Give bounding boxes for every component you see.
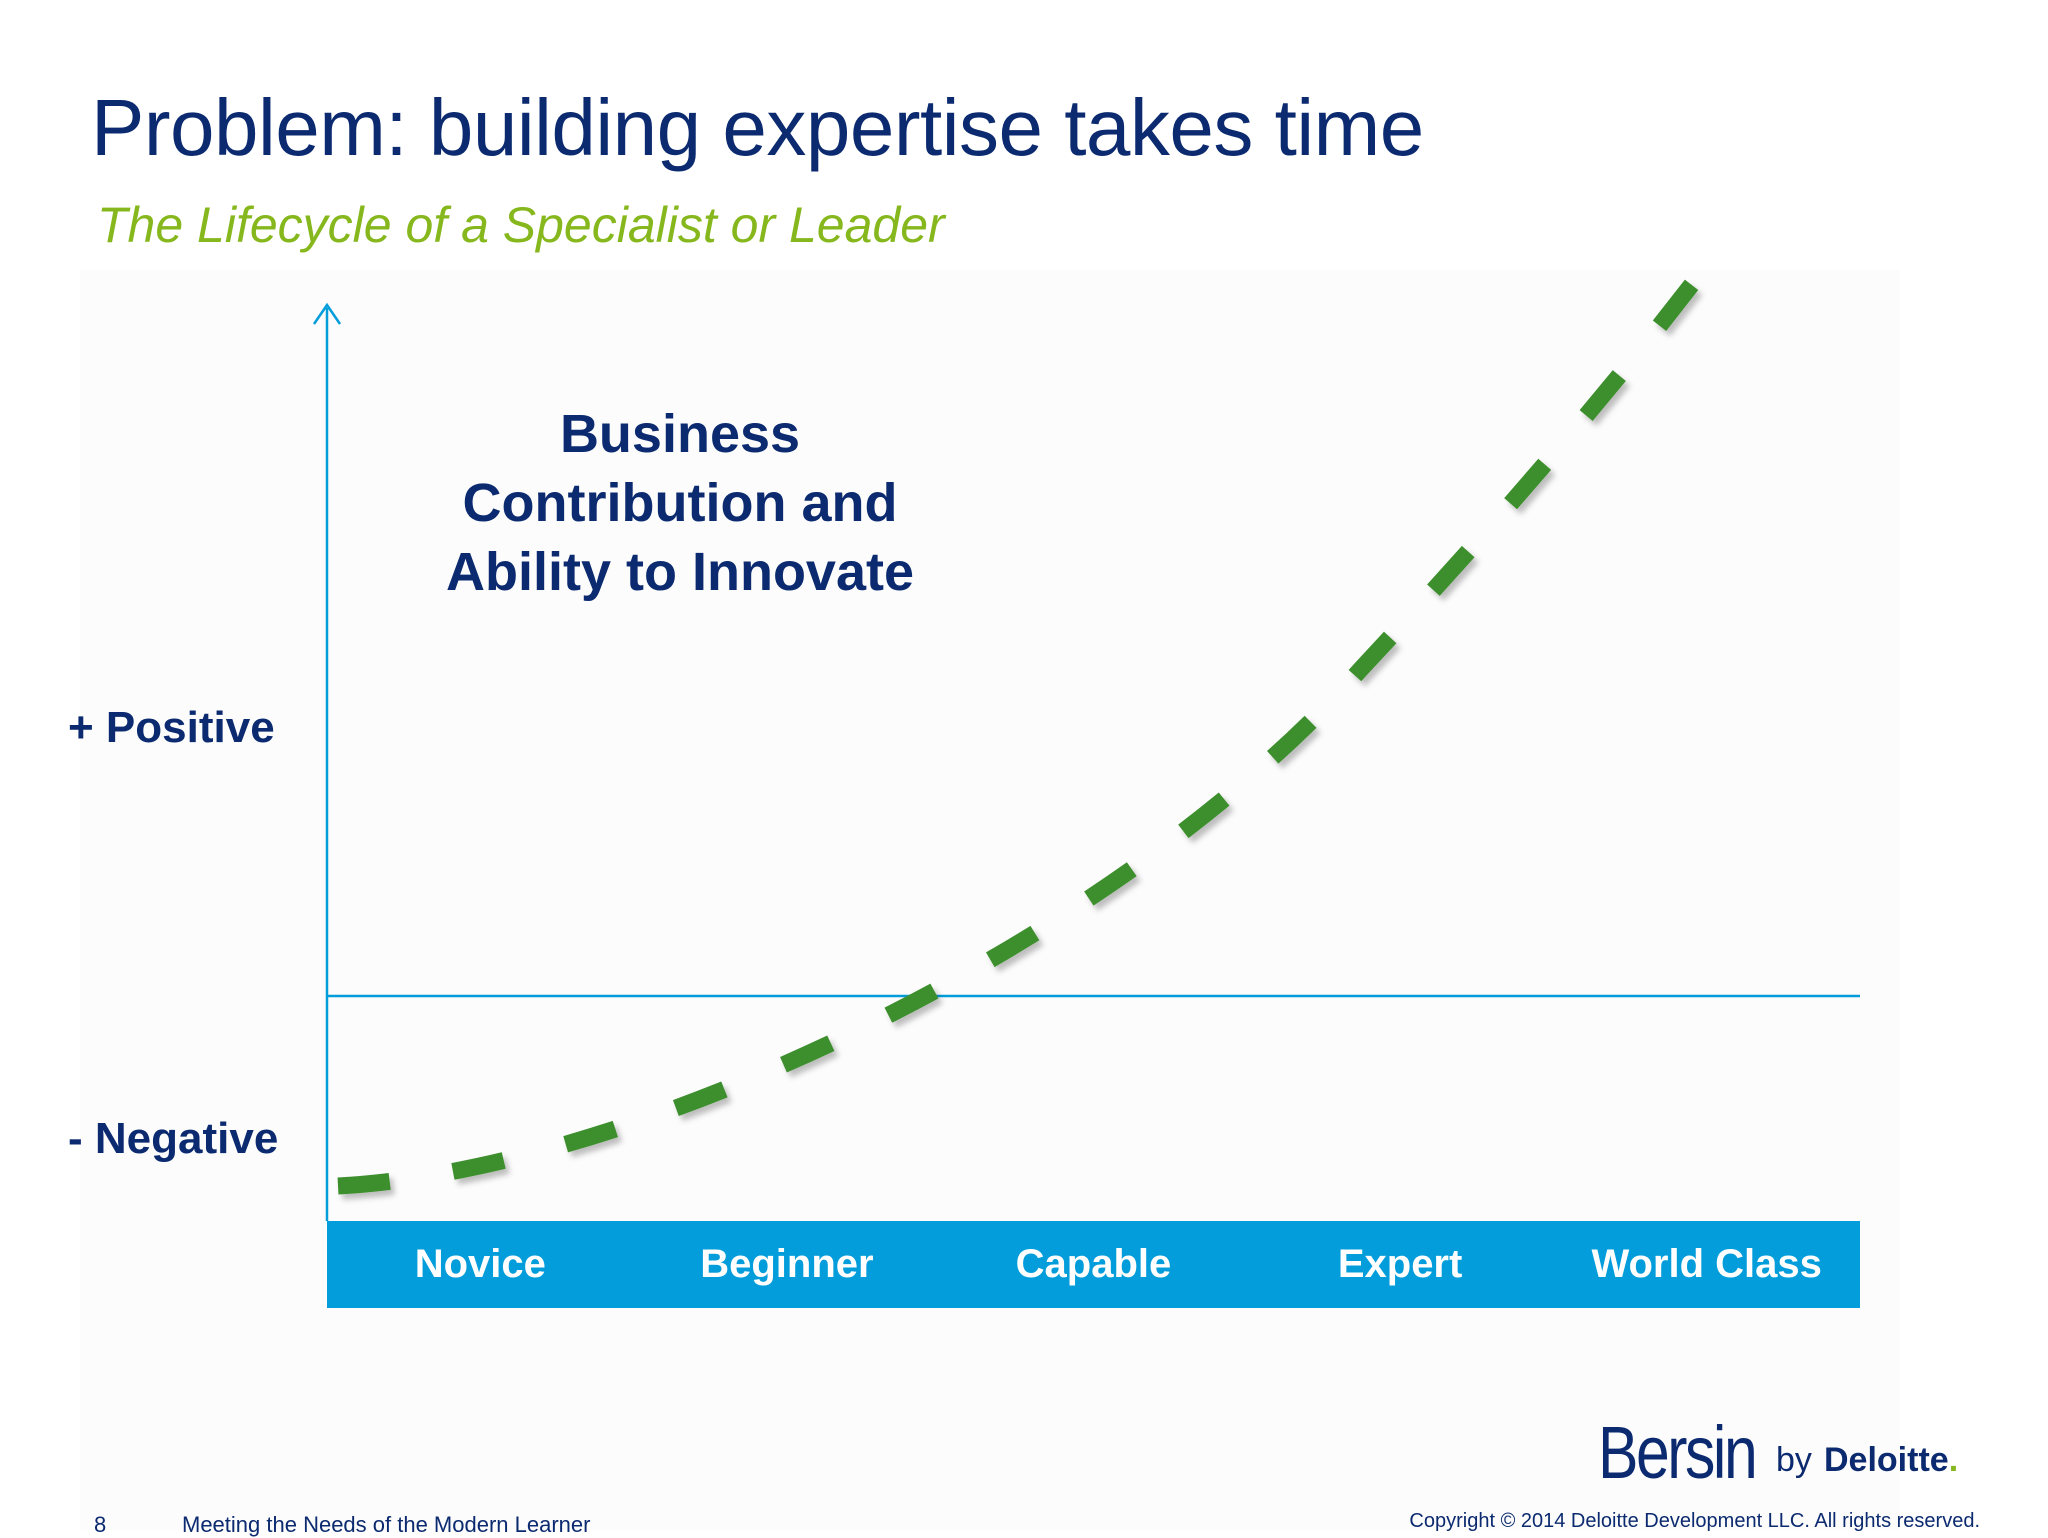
stage-capable: Capable bbox=[1015, 1242, 1172, 1286]
stage-novice: Novice bbox=[414, 1242, 546, 1286]
stage-expert: Expert bbox=[1337, 1242, 1463, 1286]
stage-bar: Novice Beginner Capable Expert World Cla… bbox=[327, 1221, 1860, 1308]
logo-by: by bbox=[1776, 1441, 1812, 1479]
y-label-positive: + Positive bbox=[68, 703, 275, 752]
chart-label-line: Contribution and bbox=[462, 473, 898, 533]
chart-label-line: Business bbox=[559, 404, 801, 464]
chart-background bbox=[80, 270, 1900, 1530]
y-axis-arrowhead bbox=[312, 302, 342, 325]
copyright: Copyright © 2014 Deloitte Development LL… bbox=[1409, 1510, 1980, 1532]
slide-title: Problem: building expertise takes time bbox=[91, 83, 1424, 172]
chart-label-line: Ability to Innovate bbox=[445, 542, 915, 602]
logo-bersin: Bersin bbox=[1598, 1411, 1758, 1494]
growth-curve bbox=[337, 252, 1719, 1195]
slide-subtitle: The Lifecycle of a Specialist or Leader bbox=[97, 197, 945, 253]
stage-world-class: World Class bbox=[1591, 1242, 1822, 1286]
logo-brand-text: Deloitte bbox=[1824, 1441, 1949, 1479]
chart-label: Business Contribution and Ability to Inn… bbox=[420, 400, 940, 607]
page-number: 8 bbox=[94, 1512, 107, 1537]
deck-title: Meeting the Needs of the Modern Learner bbox=[182, 1512, 591, 1537]
y-label-negative: - Negative bbox=[68, 1114, 279, 1163]
logo-dot: . bbox=[1948, 1441, 1959, 1479]
bersin-by-deloitte-logo: Bersin by Deloitte. bbox=[1598, 1410, 1978, 1494]
stage-beginner: Beginner bbox=[700, 1242, 874, 1286]
logo-deloitte: Deloitte. bbox=[1824, 1441, 1958, 1480]
